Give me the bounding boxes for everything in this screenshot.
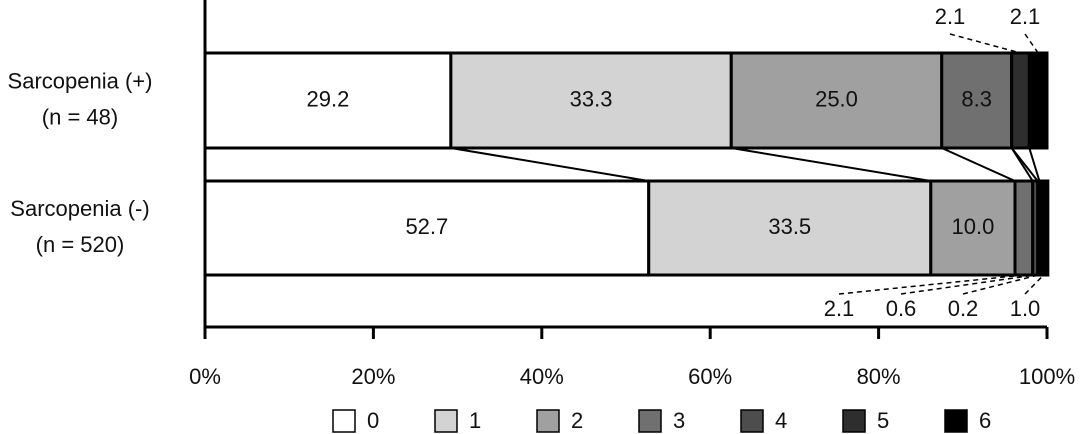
- x-tick-label: 20%: [351, 364, 395, 389]
- connector: [1010, 147, 1039, 182]
- x-tick-label: 60%: [688, 364, 732, 389]
- value-label: 2.1: [1010, 4, 1041, 29]
- leader-line: [949, 33, 1021, 54]
- category-label: (n = 520): [36, 232, 125, 257]
- leader-line: [838, 274, 1024, 295]
- x-tick-label: 100%: [1019, 364, 1075, 389]
- value-label: 10.0: [951, 214, 994, 239]
- legend-label: 3: [673, 408, 685, 433]
- value-label: 0.6: [886, 296, 917, 321]
- value-label: 25.0: [815, 86, 858, 111]
- value-label: 0.2: [948, 296, 979, 321]
- category-label: Sarcopenia (+): [8, 68, 153, 93]
- connector: [731, 147, 931, 182]
- category-label: (n = 48): [42, 104, 118, 129]
- x-tick-label: 40%: [520, 364, 564, 389]
- bar-segment: [1010, 51, 1031, 150]
- value-label: 2.1: [935, 4, 966, 29]
- legend-swatch: [536, 409, 560, 433]
- connector: [941, 147, 1016, 182]
- bar-segment: [929, 179, 1017, 277]
- bar-segment: [1037, 179, 1050, 277]
- bar-segment: [1027, 51, 1049, 150]
- legend-label: 5: [877, 408, 889, 433]
- value-label: 8.3: [961, 86, 992, 111]
- legend-label: 0: [367, 408, 379, 433]
- connector: [1028, 147, 1041, 182]
- legend-label: 4: [775, 408, 787, 433]
- legend-swatch: [842, 409, 866, 433]
- legend-swatch: [434, 409, 458, 433]
- value-label: 33.5: [768, 214, 811, 239]
- leader-line: [962, 274, 1039, 295]
- connector: [450, 147, 649, 182]
- bar-segment: [647, 179, 933, 277]
- x-tick-label: 0%: [189, 364, 221, 389]
- bar-segment: [1013, 179, 1035, 277]
- legend-swatch: [638, 409, 662, 433]
- value-label: 29.2: [307, 86, 350, 111]
- bar-segment: [449, 51, 733, 150]
- bar-segment: [203, 51, 453, 150]
- leader-line: [1024, 274, 1045, 295]
- value-label: 52.7: [405, 214, 448, 239]
- leader-line: [1024, 33, 1039, 54]
- legend-swatch: [944, 409, 968, 433]
- x-tick-label: 80%: [857, 364, 901, 389]
- value-label: 33.3: [570, 86, 613, 111]
- value-label: 2.1: [824, 296, 855, 321]
- legend-swatch: [332, 409, 356, 433]
- value-label: 1.0: [1010, 296, 1041, 321]
- legend-swatch: [740, 409, 764, 433]
- legend-label: 2: [571, 408, 583, 433]
- legend-label: 6: [979, 408, 991, 433]
- legend-label: 1: [469, 408, 481, 433]
- leader-line: [900, 274, 1036, 295]
- category-label: Sarcopenia (-): [10, 196, 149, 221]
